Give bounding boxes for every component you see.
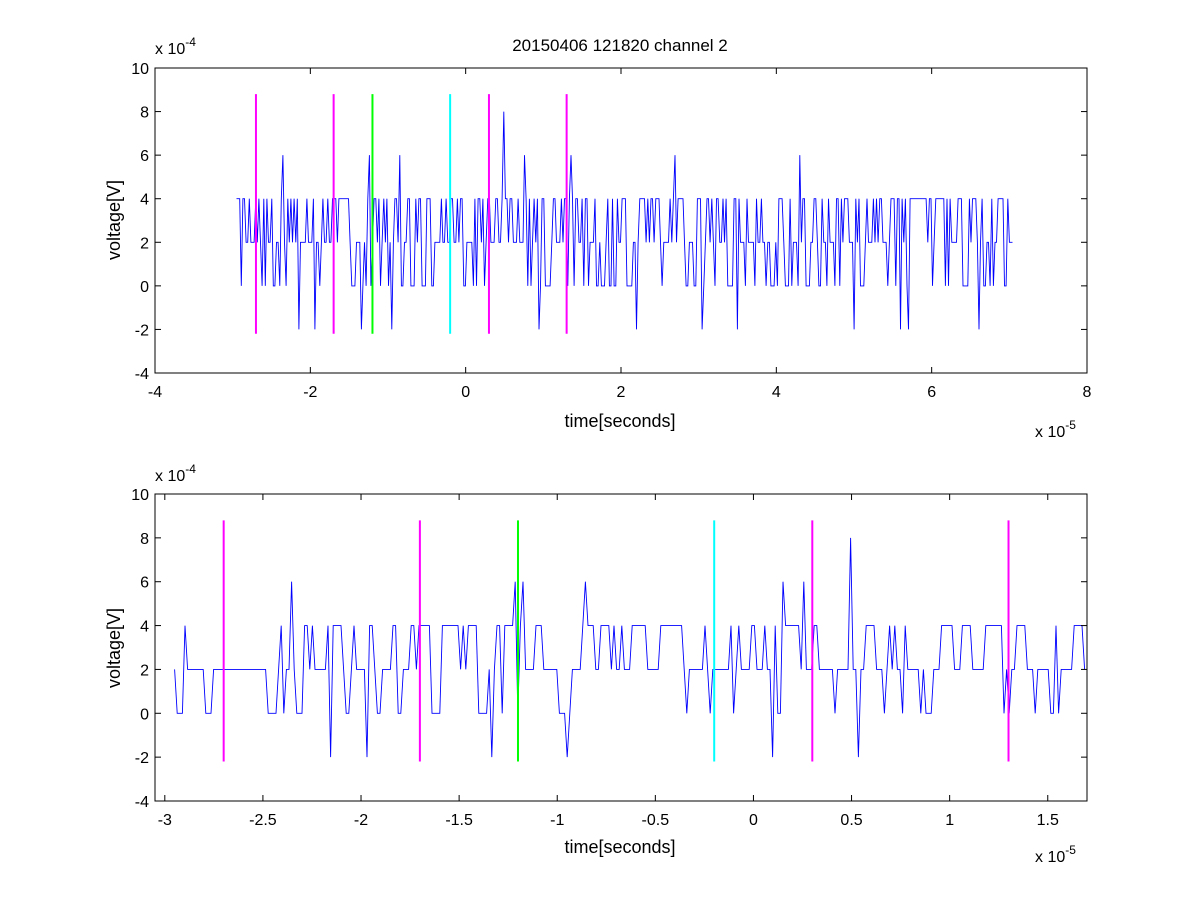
- top-marker-layer: [254, 94, 568, 334]
- bottom-x-exponent: -5: [1065, 843, 1076, 857]
- top-y-exponent: -4: [185, 35, 196, 49]
- top-ytick-label: 8: [140, 105, 149, 122]
- top-ytick-label: -2: [135, 322, 149, 339]
- bottom-ytick-label: 10: [131, 487, 149, 504]
- top-y-multiplier: x 10-4: [155, 35, 196, 58]
- top-xtick-label: 2: [617, 384, 626, 401]
- bottom-xtick-label: -0.5: [642, 812, 670, 829]
- bottom-ytick-label: -4: [135, 794, 149, 811]
- bottom-ytick-label: 8: [140, 531, 149, 548]
- top-yticks: -4 -2 0 2 4 6 8 10: [131, 61, 1087, 383]
- top-ytick-label: -4: [135, 366, 149, 383]
- top-y-axis-label: voltage[V]: [104, 180, 124, 260]
- bottom-xticks: -3 -2.5 -2 -1.5 -1 -0.5 0 0.5 1 1.5: [158, 494, 1059, 829]
- top-x-exponent: -5: [1065, 418, 1076, 432]
- bottom-y-exponent: -4: [185, 462, 196, 476]
- top-ytick-label: 2: [140, 235, 149, 252]
- bottom-xtick-label: -2.5: [249, 812, 277, 829]
- bottom-xtick-label: 0: [749, 812, 758, 829]
- top-xtick-label: -4: [148, 384, 162, 401]
- bottom-xtick-label: 0.5: [840, 812, 862, 829]
- bottom-y-multiplier-base: x 10: [155, 468, 185, 485]
- top-ytick-label: 0: [140, 279, 149, 296]
- bottom-yticks: -4 -2 0 2 4 6 8 10: [131, 487, 1087, 811]
- top-series-line: [236, 111, 1013, 330]
- bottom-ytick-label: 0: [140, 706, 149, 723]
- top-xtick-label: -2: [303, 384, 317, 401]
- bottom-xtick-label: 1.5: [1037, 812, 1059, 829]
- bottom-axes: -3 -2.5 -2 -1.5 -1 -0.5 0 0.5 1 1.5 -4 -2 0 2 4 6 8 10 x…: [104, 462, 1088, 866]
- bottom-xtick-label: 1: [945, 812, 954, 829]
- top-xticks: -4 -2 0 2 4 6 8: [148, 68, 1092, 401]
- top-x-multiplier: x 10-5: [1035, 418, 1076, 441]
- bottom-series-layer: [174, 537, 1086, 758]
- bottom-ytick-label: 2: [140, 662, 149, 679]
- bottom-x-multiplier-base: x 10: [1035, 849, 1065, 866]
- top-ytick-label: 10: [131, 61, 149, 78]
- bottom-y-multiplier: x 10-4: [155, 462, 196, 485]
- top-series-layer: [236, 111, 1013, 330]
- top-axes: 20150406 121820 channel 2 -4 -2 0 2 4 6 8 -4 -2…: [104, 35, 1092, 441]
- bottom-y-axis-label: voltage[V]: [104, 608, 124, 688]
- top-xtick-label: 6: [927, 384, 936, 401]
- top-xtick-label: 8: [1083, 384, 1092, 401]
- top-xtick-label: 0: [461, 384, 470, 401]
- top-x-axis-label: time[seconds]: [564, 411, 675, 431]
- top-xtick-label: 4: [772, 384, 781, 401]
- bottom-series-line: [174, 537, 1086, 758]
- bottom-x-multiplier: x 10-5: [1035, 843, 1076, 866]
- bottom-marker-layer: [222, 520, 1010, 762]
- bottom-ytick-label: -2: [135, 750, 149, 767]
- bottom-plot-area: [154, 493, 1088, 802]
- bottom-x-axis-label: time[seconds]: [564, 837, 675, 857]
- bottom-xtick-label: -1.5: [445, 812, 473, 829]
- top-ytick-label: 4: [140, 192, 149, 209]
- bottom-ytick-label: 6: [140, 575, 149, 592]
- top-x-multiplier-base: x 10: [1035, 424, 1065, 441]
- top-chart-title: 20150406 121820 channel 2: [512, 36, 728, 55]
- bottom-ytick-label: 4: [140, 619, 149, 636]
- bottom-xtick-label: -2: [354, 812, 368, 829]
- top-ytick-label: 6: [140, 148, 149, 165]
- bottom-xtick-label: -3: [158, 812, 172, 829]
- bottom-xtick-label: -1: [550, 812, 564, 829]
- top-y-multiplier-base: x 10: [155, 41, 185, 58]
